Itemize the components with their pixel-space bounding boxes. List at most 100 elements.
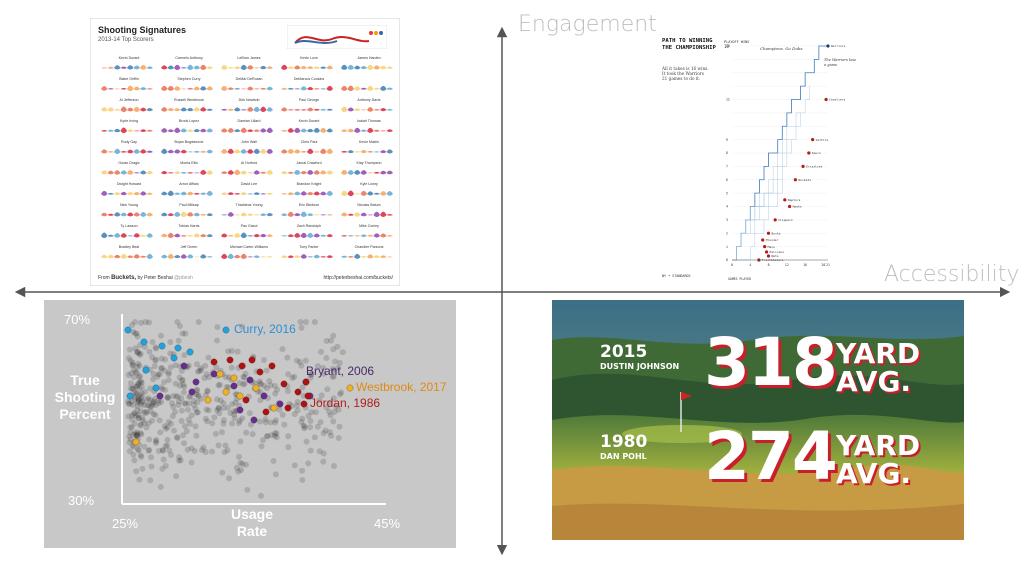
signature-segment [193,256,200,258]
signature-segment [300,65,307,70]
player-season-dot [138,379,145,386]
player-season-dot [178,395,185,402]
signature-segment [253,106,260,112]
label-curry: Curry, 2016 [234,322,296,336]
signature-segment [206,170,213,175]
signature-segment [360,150,367,154]
player-season-dot [136,374,143,381]
signature-segment [101,129,108,132]
signature-segment [347,64,354,70]
player-season-dot [298,324,305,331]
player-season-dot [329,373,336,380]
highlight-dot [204,396,212,404]
signature-segment [101,67,108,69]
player-season-dot [231,411,238,418]
player-season-dot [222,374,229,381]
signature-segment [206,86,213,91]
signature-segment [180,149,187,154]
signature-segment [167,253,174,259]
signature-segment [167,85,174,91]
player-season-dot [241,374,248,381]
x-title-line1: Usage [230,506,274,522]
player-season-dot [127,357,134,364]
player-season-dot [204,387,211,394]
player-season-dot [307,447,314,454]
signature-segment [247,256,254,258]
signature-segment [313,170,320,175]
player-season-dot [291,373,298,380]
signature-segment [347,85,354,92]
team-label: Pelicans [770,250,785,254]
team-dot [793,178,797,182]
player-season-dot [272,471,279,478]
signature-segment [206,190,213,196]
signature-segment [221,214,228,216]
signature-segment [107,107,114,112]
player-season-dot [134,363,141,370]
player-season-dot [242,370,249,377]
player-season-dot [264,433,271,440]
signature-segment [320,191,327,196]
footer-url: http://peterbeshai.com/buckets/ [323,275,393,281]
highlight-dot [262,408,270,416]
player-season-dot [152,411,159,418]
signature-segment [107,88,114,90]
player-season-dot [125,355,132,362]
team-label: Bucks [771,231,780,235]
player-season-dot [134,407,141,414]
player-season-dot [182,423,189,430]
player-season-dot [222,442,229,449]
player-season-dot [147,477,154,484]
player-season-dot [284,388,291,395]
signature-segment [174,108,181,112]
signature-segment [161,233,168,238]
player-name: David Lee [241,182,257,186]
golf-drive-poster: 2015 DUSTIN JOHNSON 318 YARD AVG. 1980 D… [552,300,964,540]
player-season-dot [143,424,150,431]
player-season-dot [174,393,181,400]
player-season-dot [195,393,202,400]
signature-segment [266,86,273,91]
team-path [732,86,810,261]
player-name: Isaiah Thomas [357,119,381,123]
signature-segment [107,254,114,259]
signature-segment [260,193,267,195]
signature-segment [360,212,367,217]
label-bryant: Bryant, 2006 [306,364,375,378]
player-season-dot [261,382,268,389]
highlight-dot [230,382,238,390]
x-tick: 16 [803,263,807,267]
golf-landscape [552,300,964,540]
player-season-dot [258,381,265,388]
x-tick: 8 [768,263,770,267]
team-label: Rockets [798,178,811,182]
player-season-dot [326,429,333,436]
y-tick: 4 [726,205,728,209]
player-season-dot [243,429,250,436]
player-season-dot [133,390,140,397]
signature-segment [260,106,267,113]
player-season-dot [216,381,223,388]
player-name: Damian Lillard [238,119,261,123]
signature-segment [367,234,374,237]
signature-segment [234,66,241,70]
signature-segment [114,212,121,217]
signature-segment [260,213,267,217]
player-season-dot [127,436,134,443]
signature-segment [133,86,140,91]
player-season-dot [249,431,256,438]
signature-segment [101,190,108,196]
player-season-dot [138,390,145,397]
player-season-dot [133,432,140,439]
signature-segment [133,233,140,238]
signature-segment [107,170,114,175]
highlight-dot [226,356,234,364]
player-season-dot [209,448,216,455]
signature-segment [167,108,174,112]
signature-segment [187,129,194,132]
signature-segment [367,107,374,112]
player-season-dot [299,384,306,391]
signature-segment [174,86,181,91]
signature-segment [240,232,247,239]
team-label: Clippers [778,218,793,222]
